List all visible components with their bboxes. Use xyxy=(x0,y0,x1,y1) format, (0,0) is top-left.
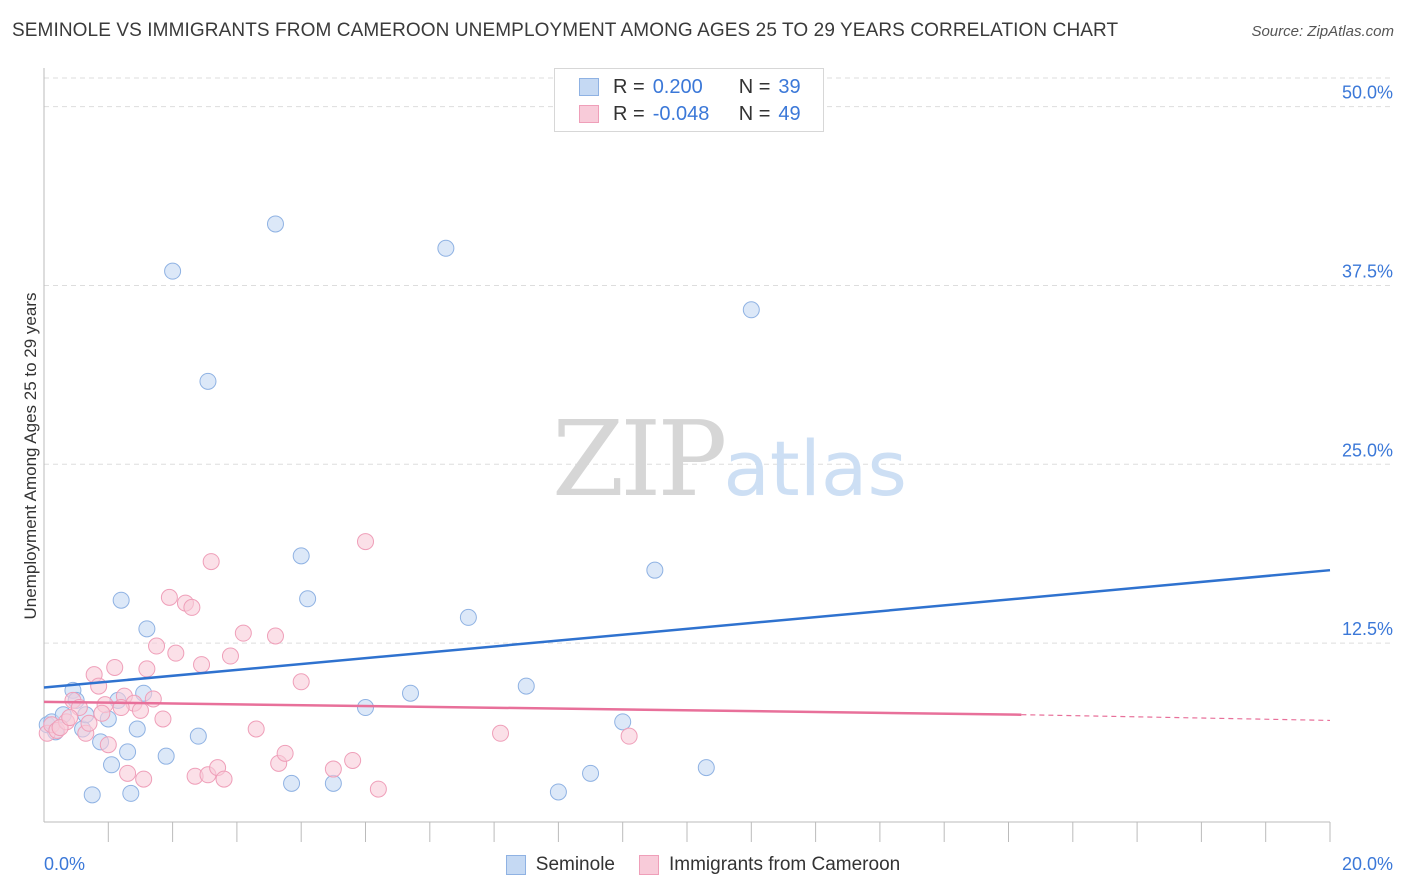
cameroon-point xyxy=(292,673,310,691)
legend-label: Immigrants from Cameroon xyxy=(668,854,901,875)
cameroon-point xyxy=(202,553,220,571)
legend-row-seminole: R = 0.200 N = 39 xyxy=(579,74,801,100)
cameroon-point xyxy=(492,724,510,742)
cameroon-point xyxy=(247,720,265,738)
axis-layer xyxy=(43,68,1331,842)
seminole-swatch xyxy=(505,855,526,875)
r-label: R = xyxy=(613,102,645,125)
x-tick-label: 0.0% xyxy=(44,854,85,874)
n-label: N = xyxy=(738,102,771,125)
legend-item-seminole[interactable]: Seminole xyxy=(505,854,615,876)
seminole-point xyxy=(266,215,284,233)
watermark: ZIPatlas xyxy=(552,398,907,520)
seminole-point xyxy=(103,756,121,774)
seminole-point xyxy=(517,677,535,695)
seminole-point xyxy=(459,608,477,626)
seminole-point xyxy=(189,727,207,745)
cameroon-point xyxy=(131,701,149,719)
cameroon-point xyxy=(99,736,117,754)
cameroon-point xyxy=(148,637,166,655)
cameroon-point xyxy=(154,710,172,728)
seminole-point xyxy=(112,591,130,609)
y-tick-label: 37.5% xyxy=(1342,261,1393,281)
seminole-point xyxy=(157,747,175,765)
seminole-point xyxy=(357,699,374,717)
cameroon-point xyxy=(167,644,185,662)
n-value: 49 xyxy=(778,102,801,125)
cameroon-trend-line xyxy=(43,700,1022,716)
cameroon-point xyxy=(106,658,124,676)
grid-layer xyxy=(44,77,1392,644)
watermark-atlas: atlas xyxy=(723,424,907,513)
r-label: R = xyxy=(613,75,645,98)
cameroon-point xyxy=(221,647,239,665)
seminole-point xyxy=(199,372,217,390)
cameroon-point xyxy=(183,598,201,616)
seminole-point xyxy=(614,713,632,731)
cameroon-point xyxy=(160,588,178,606)
y-tick-label: 25.0% xyxy=(1342,440,1393,460)
y-tick-label: 50.0% xyxy=(1342,83,1393,103)
cameroon-point xyxy=(61,709,79,727)
chart-title: SEMINOLE VS IMMIGRANTS FROM CAMEROON UNE… xyxy=(12,20,1119,41)
seminole-point xyxy=(324,774,342,792)
cameroon-point xyxy=(276,744,294,762)
cameroon-point xyxy=(135,770,153,788)
legend-label: Seminole xyxy=(535,854,615,875)
seminole-point xyxy=(299,590,317,608)
seminole-swatch xyxy=(579,78,599,96)
cameroon-point xyxy=(193,656,211,674)
cameroon-point xyxy=(80,714,98,732)
legend-row-cameroon: R = -0.048 N = 49 xyxy=(579,101,801,127)
seminole-point xyxy=(292,547,310,565)
y-axis-label: Unemployment Among Ages 25 to 29 years xyxy=(21,293,40,620)
labels-layer: 12.5% 25.0% 37.5% 50.0% 0.0% 20.0% Unemploymen… xyxy=(21,83,1393,874)
n-value: 39 xyxy=(778,75,801,98)
cameroon-point xyxy=(357,533,374,551)
cameroon-point xyxy=(324,760,342,778)
seminole-point xyxy=(549,783,567,801)
seminole-point xyxy=(283,774,301,792)
n-label: N = xyxy=(738,75,771,98)
cameroon-point xyxy=(369,780,387,798)
seminole-point xyxy=(164,262,182,280)
trend-layer xyxy=(43,568,1331,722)
seminole-point xyxy=(437,239,455,257)
cameroon-point xyxy=(93,704,111,722)
cameroon-trend-extension xyxy=(1021,714,1331,722)
correlation-legend: R = 0.200 N = 39 R = -0.048 N = 49 xyxy=(554,68,824,132)
seminole-point xyxy=(83,786,101,804)
cameroon-point xyxy=(344,751,362,769)
x-tick-label: 20.0% xyxy=(1342,854,1393,874)
seminole-trend-line xyxy=(43,568,1331,689)
cameroon-point xyxy=(215,770,233,788)
seminole-point xyxy=(697,759,715,777)
seminole-point xyxy=(138,620,156,638)
cameroon-point xyxy=(234,624,252,642)
seminole-point xyxy=(119,743,137,761)
watermark-zip: ZIP xyxy=(552,398,727,520)
cameroon-point xyxy=(620,727,638,745)
cameroon-point xyxy=(266,627,284,645)
seminole-point xyxy=(646,561,664,579)
seminole-point xyxy=(742,301,760,319)
seminole-point xyxy=(582,764,600,782)
seminole-point xyxy=(122,784,140,802)
legend-item-cameroon[interactable]: Immigrants from Cameroon xyxy=(638,854,901,876)
seminole-point xyxy=(402,684,420,702)
y-tick-label: 12.5% xyxy=(1342,619,1393,639)
cameroon-point xyxy=(90,677,108,695)
r-value: -0.048 xyxy=(652,102,710,125)
cameroon-swatch xyxy=(638,855,659,875)
series-legend: Seminole Immigrants from Cameroon xyxy=(0,852,1406,878)
cameroon-point xyxy=(138,660,156,678)
cameroon-swatch xyxy=(579,105,599,123)
cameroon-point xyxy=(119,764,137,782)
source-label: Source: ZipAtlas.com xyxy=(1251,23,1394,40)
seminole-point xyxy=(128,720,146,738)
r-value: 0.200 xyxy=(652,75,703,98)
